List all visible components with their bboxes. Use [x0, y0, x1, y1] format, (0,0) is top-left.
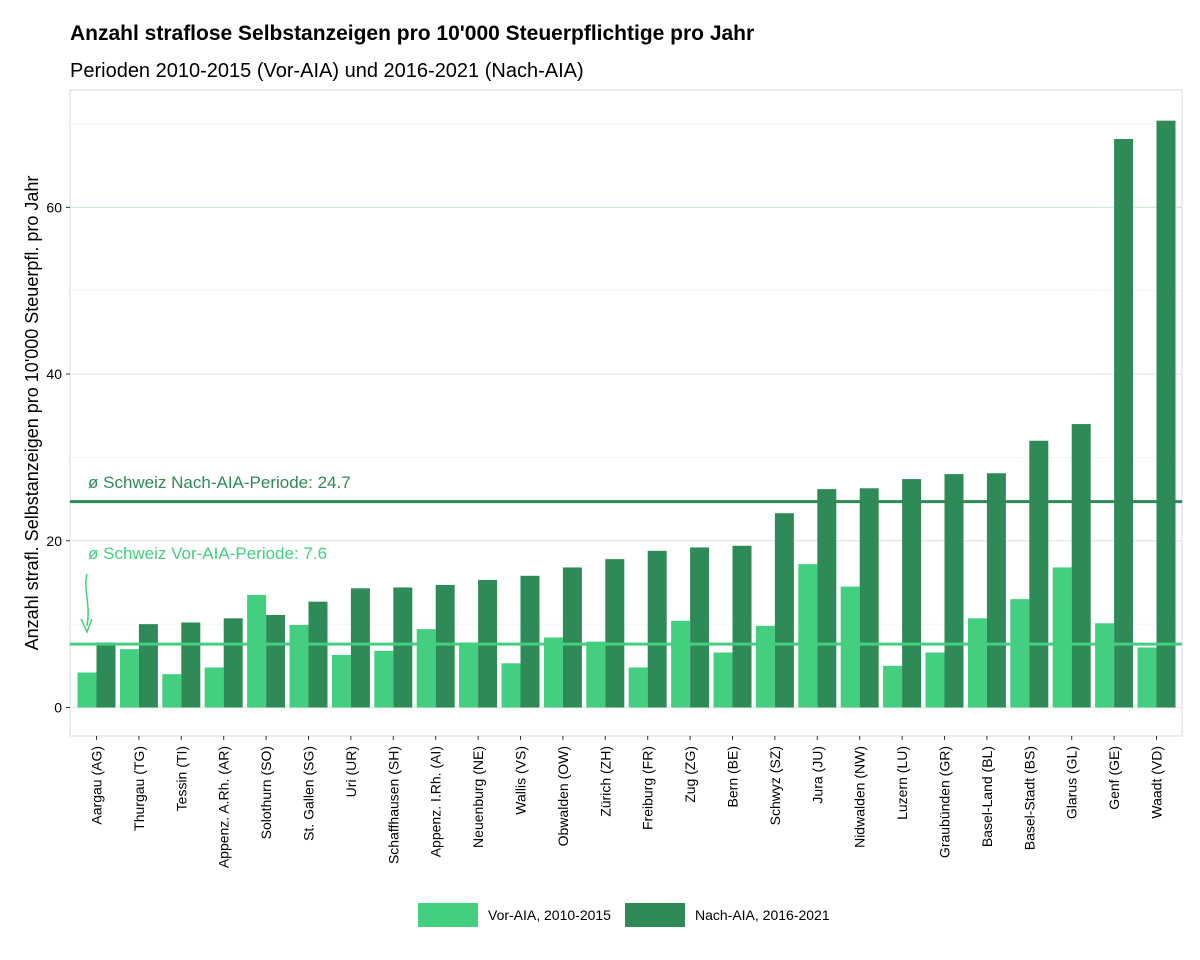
legend: Vor-AIA, 2010-2015 Nach-AIA, 2016-2021 — [418, 903, 844, 927]
bar-vor — [1095, 623, 1115, 708]
legend-item-vor: Vor-AIA, 2010-2015 — [418, 903, 611, 927]
bar-vor — [967, 618, 987, 708]
bar-nach — [859, 488, 879, 708]
bar-vor — [374, 650, 394, 708]
x-tick-label: Obwalden (OW) — [555, 746, 571, 846]
reference-label-vor: ø Schweiz Vor-AIA-Periode: 7.6 — [88, 544, 327, 563]
bar-nach — [944, 474, 964, 708]
bar-vor — [416, 629, 436, 708]
x-tick-label: Schaffhausen (SH) — [385, 746, 401, 864]
bar-nach — [774, 513, 794, 708]
x-tick-label: Basel-Stadt (BS) — [1021, 746, 1037, 850]
bar-vor — [204, 667, 224, 708]
reference-label-nach: ø Schweiz Nach-AIA-Periode: 24.7 — [88, 473, 351, 492]
bar-vor — [162, 674, 182, 708]
x-tick-label: Graubünden (GR) — [937, 746, 953, 858]
x-tick-label: Jura (JU) — [809, 746, 825, 804]
bar-vor — [798, 564, 818, 708]
x-tick-label: Basel-Land (BL) — [979, 746, 995, 847]
bar-nach — [647, 550, 667, 708]
x-tick-label: Zug (ZG) — [682, 746, 698, 803]
bar-vor — [1137, 647, 1157, 708]
bar-vor — [713, 652, 733, 708]
x-tick-label: Appenz. I.Rh. (AI) — [428, 746, 444, 857]
x-tick-label: Aargau (AG) — [89, 746, 105, 825]
bar-vor — [77, 672, 97, 708]
bar-nach — [435, 584, 455, 708]
x-tick-label: Nidwalden (NW) — [852, 746, 868, 848]
y-tick-label: 0 — [54, 700, 62, 716]
bar-nach — [350, 588, 370, 708]
bar-nach — [223, 618, 243, 708]
bar-vor — [1010, 599, 1030, 708]
chart-subtitle: Perioden 2010-2015 (Vor-AIA) und 2016-20… — [70, 60, 584, 82]
x-tick-label: St. Gallen (SG) — [301, 746, 317, 841]
x-tick-label: Wallis (VS) — [513, 746, 529, 815]
bar-nach — [1156, 120, 1176, 708]
bar-nach — [393, 587, 413, 708]
x-tick-label: Bern (BE) — [725, 746, 741, 807]
bar-vor — [543, 637, 563, 708]
bar-vor — [247, 594, 267, 708]
x-tick-label: Genf (GE) — [1106, 746, 1122, 810]
y-tick-label: 60 — [46, 199, 62, 215]
x-tick-label: Freiburg (FR) — [640, 746, 656, 830]
legend-label-vor: Vor-AIA, 2010-2015 — [488, 907, 611, 923]
bar-vor — [586, 641, 606, 708]
legend-item-nach: Nach-AIA, 2016-2021 — [624, 903, 830, 927]
bar-nach — [986, 473, 1006, 708]
x-tick-label: Zürich (ZH) — [597, 746, 613, 817]
bar-nach — [1029, 440, 1049, 708]
x-tick-label: Schwyz (SZ) — [767, 746, 783, 825]
legend-swatch-nach — [624, 903, 685, 927]
bar-vor — [459, 642, 479, 708]
bar-vor — [1052, 567, 1072, 708]
x-tick-label: Glarus (GL) — [1064, 746, 1080, 819]
bar-nach — [266, 614, 286, 708]
x-tick-label: Tessin (TI) — [173, 746, 189, 811]
bar-nach — [520, 575, 540, 708]
y-tick-label: 40 — [46, 366, 62, 382]
bar-nach — [181, 622, 201, 708]
y-axis-label: Anzahl strafl. Selbstanzeigen pro 10'000… — [22, 176, 42, 651]
annotation-arrow — [85, 573, 89, 627]
legend-label-nach: Nach-AIA, 2016-2021 — [694, 907, 830, 923]
bar-vor — [925, 652, 945, 708]
y-tick-label: 20 — [46, 533, 62, 549]
bar-nach — [96, 642, 116, 708]
bar-nach — [690, 547, 710, 708]
bar-nach — [817, 489, 837, 708]
bar-vor — [883, 665, 903, 708]
x-tick-label: Solothurn (SO) — [258, 746, 274, 839]
bar-vor — [331, 654, 351, 708]
bar-nach — [902, 479, 922, 708]
legend-swatch-vor — [418, 903, 478, 927]
bar-nach — [308, 601, 328, 708]
x-tick-label: Luzern (LU) — [894, 746, 910, 820]
bar-nach — [562, 567, 582, 708]
bar-vor — [501, 663, 521, 708]
bar-nach — [1071, 424, 1091, 708]
bar-nach — [1114, 138, 1134, 708]
x-tick-label: Thurgau (TG) — [131, 746, 147, 831]
x-tick-label: Waadt (VD) — [1149, 746, 1165, 819]
bar-vor — [119, 649, 139, 708]
bar-vor — [755, 625, 775, 708]
bar-nach — [605, 559, 625, 708]
x-tick-label: Neuenburg (NE) — [470, 746, 486, 848]
bar-vor — [289, 624, 309, 708]
annotation-arrowhead — [80, 618, 93, 634]
bar-nach — [732, 545, 752, 708]
chart-title: Anzahl straflose Selbstanzeigen pro 10'0… — [70, 22, 755, 45]
bar-nach — [138, 624, 158, 708]
bar-vor — [671, 620, 691, 708]
x-tick-label: Uri (UR) — [343, 746, 359, 797]
bar-vor — [628, 667, 648, 708]
bar-vor — [840, 586, 860, 708]
x-tick-label: Appenz. A.Rh. (AR) — [216, 746, 232, 868]
